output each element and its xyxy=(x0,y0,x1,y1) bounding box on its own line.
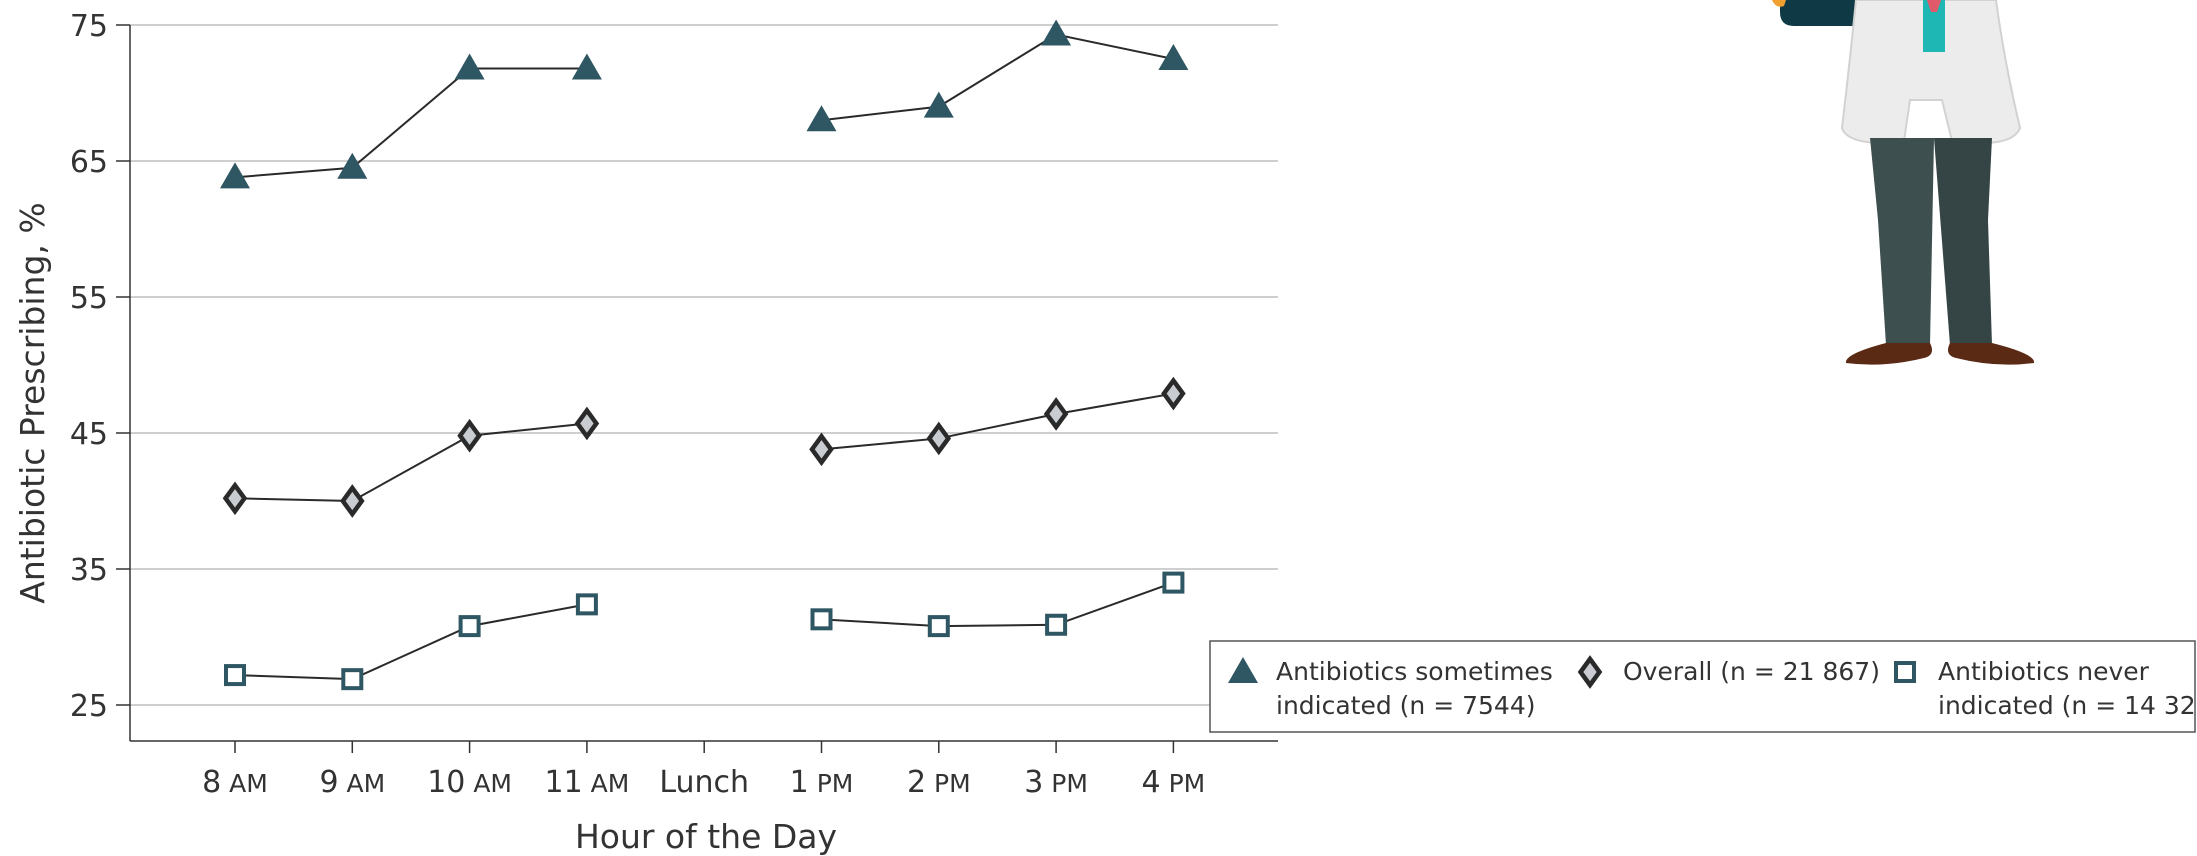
legend-triangle-icon xyxy=(1228,657,1258,683)
data-point-diamond xyxy=(1161,376,1186,411)
data-point-triangle xyxy=(454,53,485,80)
x-tick-label: 4 PM xyxy=(1142,765,1206,800)
x-tick-label: 8 AM xyxy=(202,765,268,800)
y-tick-label: 35 xyxy=(70,553,108,588)
series xyxy=(220,19,1189,691)
data-point-diamond xyxy=(1043,397,1069,431)
x-tick-label: 11 AM xyxy=(544,765,629,800)
legend-diamond-icon xyxy=(1577,655,1603,689)
data-point-square xyxy=(224,664,246,687)
y-axis-title: Antibiotic Prescribing, % xyxy=(13,202,52,604)
legend-label: indicated (n = 14 323) xyxy=(1938,691,2197,720)
series-line xyxy=(821,392,1174,451)
series-triangle xyxy=(220,19,1189,189)
gridlines xyxy=(130,24,1278,706)
data-point-square xyxy=(1045,613,1068,636)
x-tick-label: 3 PM xyxy=(1024,765,1088,800)
data-point-triangle xyxy=(1041,19,1072,46)
data-point-diamond xyxy=(457,418,482,453)
series-line xyxy=(821,581,1174,628)
legend-label: Antibiotics sometimes xyxy=(1276,657,1553,686)
x-tick-label: 2 PM xyxy=(907,765,971,800)
y-tick-label: 55 xyxy=(70,281,108,316)
doctor-illustration xyxy=(1772,0,2035,365)
data-point-diamond xyxy=(809,432,834,467)
right-shoe-icon xyxy=(1948,343,2035,365)
series-square xyxy=(224,571,1185,691)
shirt-icon xyxy=(1923,0,1945,52)
y-tick-label: 25 xyxy=(70,689,108,724)
y-tick-label: 45 xyxy=(70,417,108,452)
data-point-diamond xyxy=(340,484,365,518)
x-tick-label: 10 AM xyxy=(427,765,512,800)
data-point-square xyxy=(341,668,364,691)
series-line xyxy=(234,603,588,681)
data-point-triangle xyxy=(220,162,250,189)
legend-square-icon xyxy=(1894,661,1916,683)
series-line xyxy=(821,33,1174,122)
x-tick-label: Lunch xyxy=(659,765,749,800)
left-leg-icon xyxy=(1870,138,1934,345)
y-tick-label: 75 xyxy=(70,9,108,44)
data-point-triangle xyxy=(923,91,954,118)
data-point-square xyxy=(810,608,833,631)
tick-labels: 25 35 45 55 65 75 8 AM 9 AM 10 AM 11 AM Lunch 1 PM 2… xyxy=(70,9,1205,800)
x-axis-title: Hour of the Day xyxy=(575,817,837,856)
data-point-square xyxy=(927,615,950,638)
data-point-diamond xyxy=(926,421,952,456)
data-point-square xyxy=(458,615,481,638)
hand-icon xyxy=(1772,0,1786,7)
data-point-square xyxy=(575,593,598,616)
data-point-diamond xyxy=(222,481,248,516)
tie-icon xyxy=(1927,0,1941,12)
legend-label: Overall (n = 21 867) xyxy=(1623,657,1880,686)
legend-label: Antibiotics never xyxy=(1938,657,2150,686)
left-shoe-icon xyxy=(1845,343,1932,365)
x-tick-label: 1 PM xyxy=(790,765,854,800)
legend: Antibiotics sometimes indicated (n = 7544… xyxy=(1209,640,2197,733)
x-tick-label: 9 AM xyxy=(319,765,385,800)
data-point-triangle xyxy=(571,53,602,80)
right-leg-icon xyxy=(1934,138,1992,345)
y-tick-label: 65 xyxy=(70,145,108,180)
legend-label: indicated (n = 7544) xyxy=(1276,691,1536,720)
axes xyxy=(116,24,1278,753)
series-line xyxy=(234,422,588,503)
series-diamond xyxy=(222,376,1186,518)
legend-box xyxy=(1209,640,2196,733)
coat-icon xyxy=(1840,0,2022,145)
data-point-diamond xyxy=(574,406,600,441)
data-point-triangle xyxy=(806,105,837,132)
data-point-triangle xyxy=(337,152,368,179)
data-point-square xyxy=(1162,571,1185,594)
series-line xyxy=(234,67,587,179)
data-point-triangle xyxy=(1158,44,1189,70)
